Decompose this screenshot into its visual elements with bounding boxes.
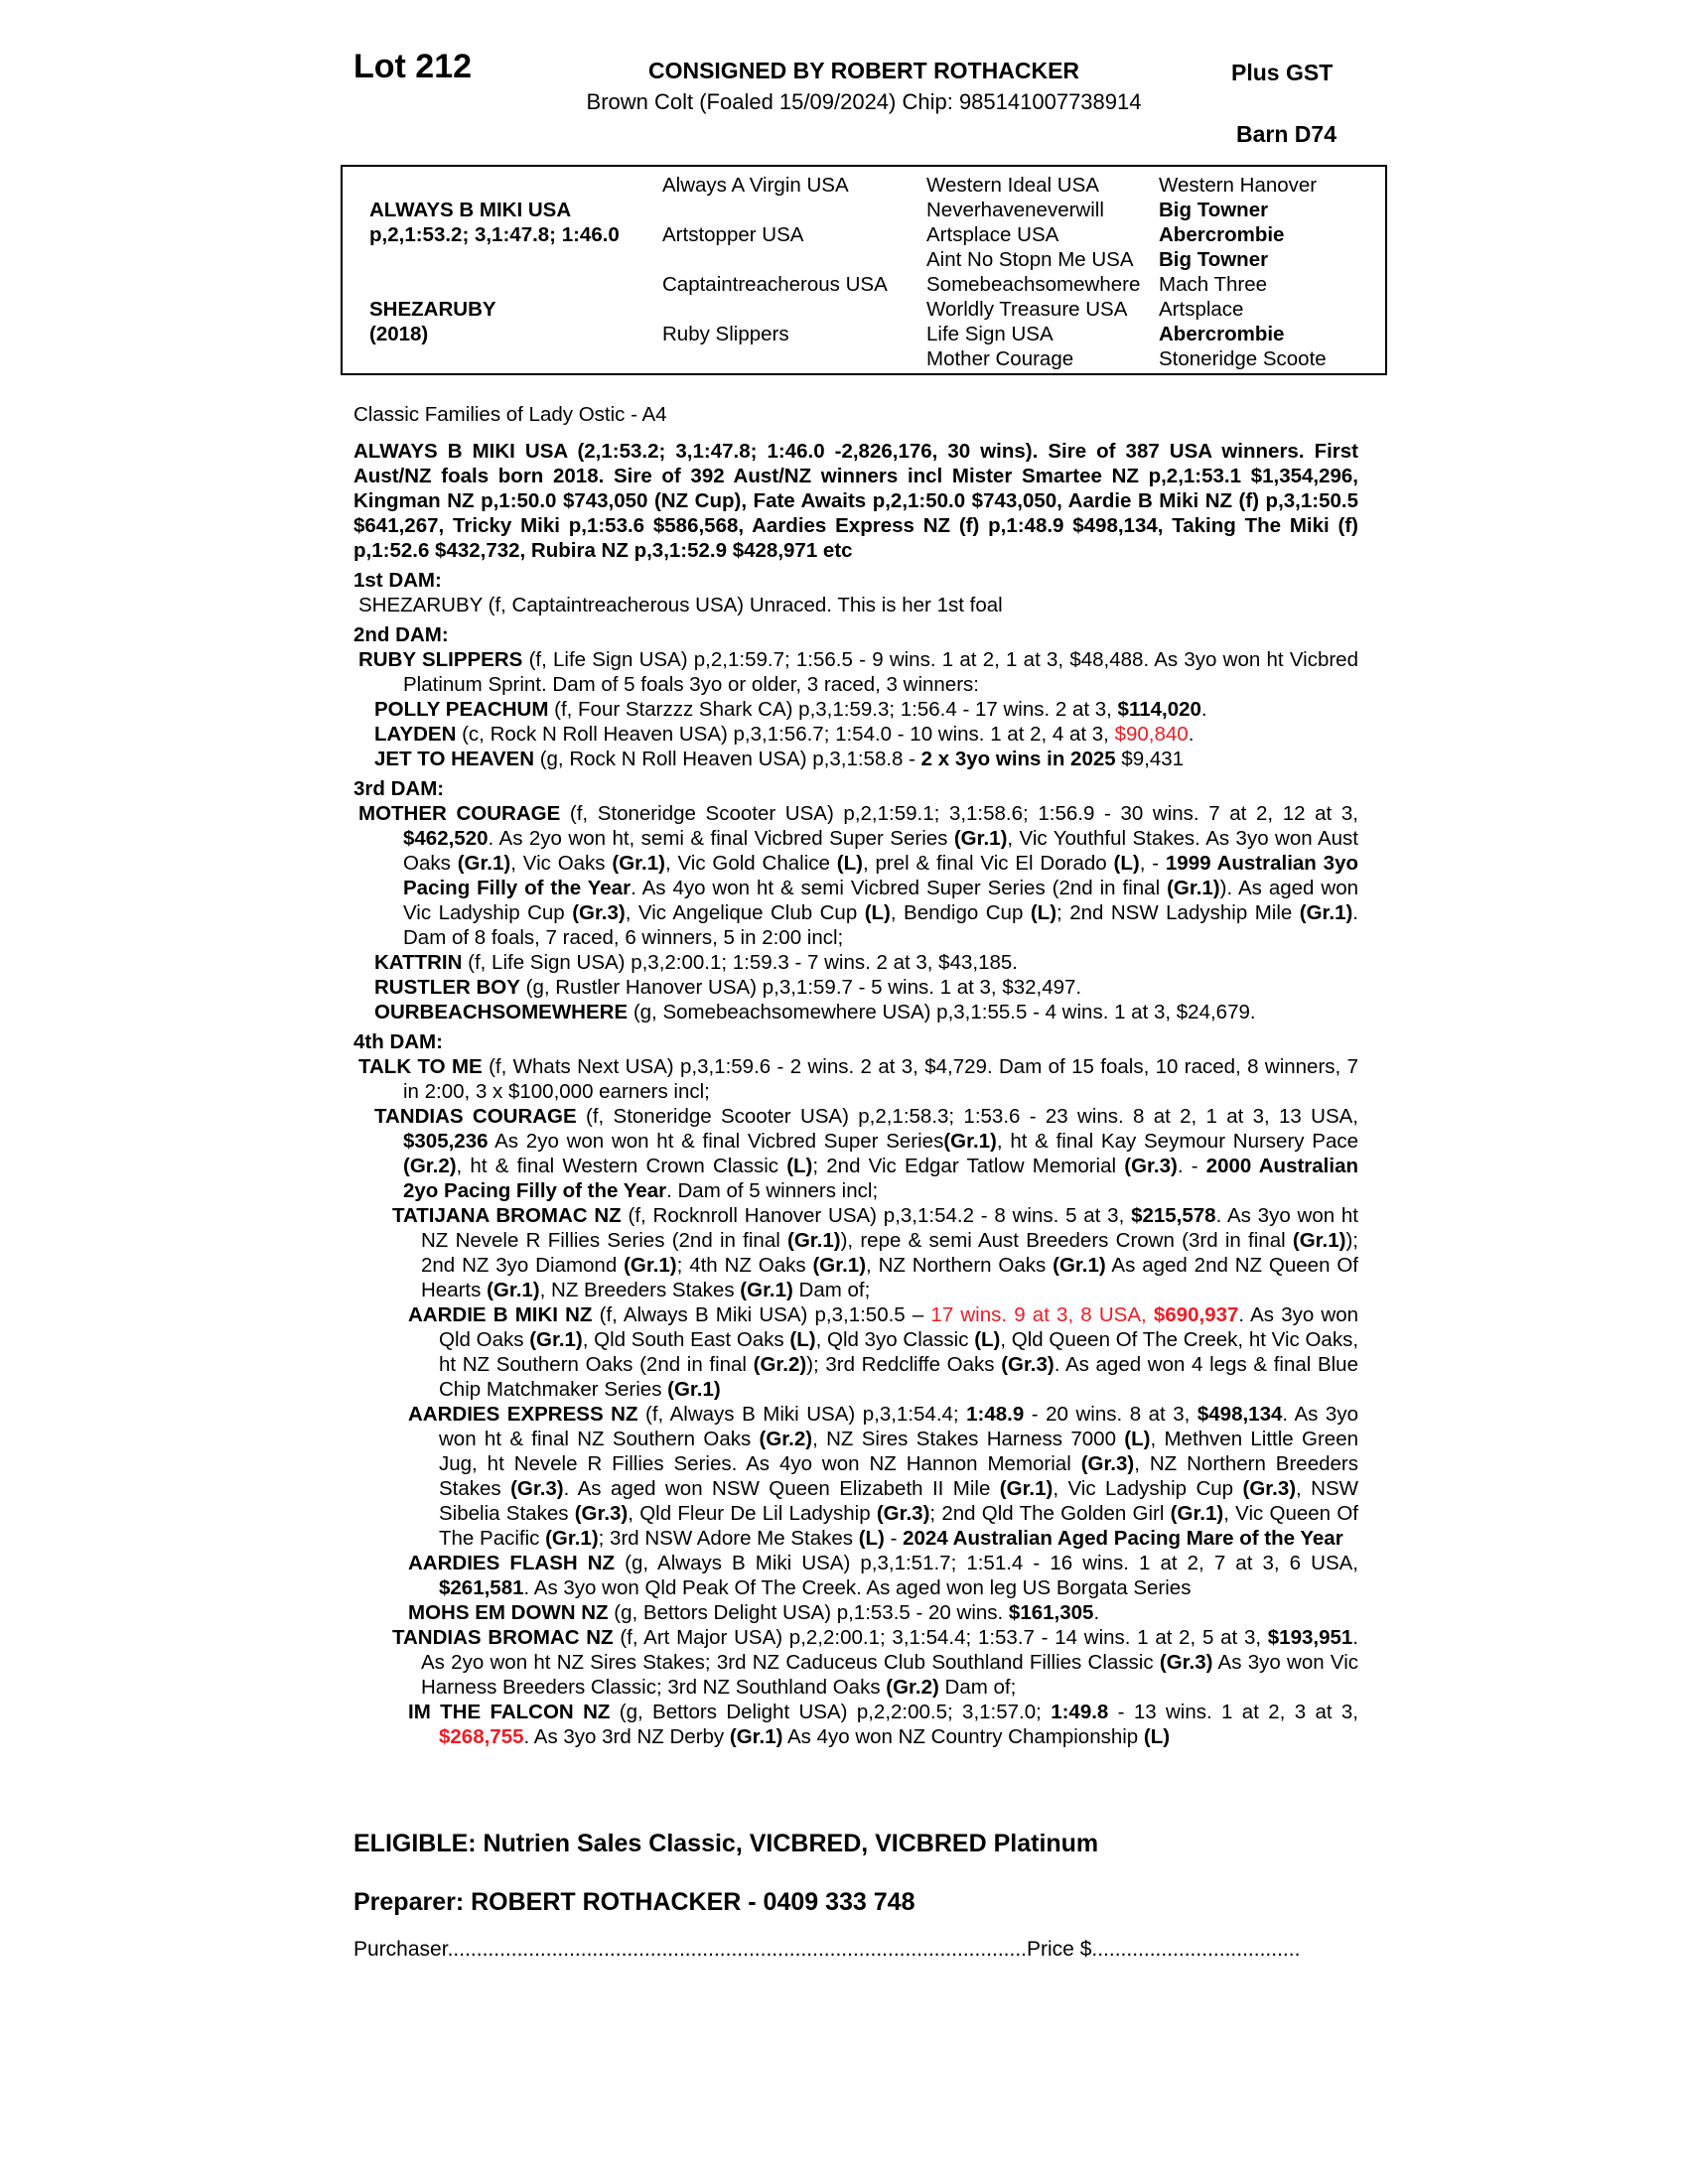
- aardies-express-paragraph: AARDIES EXPRESS NZ (f, Always B Miki USA…: [408, 1403, 1358, 1550]
- tandias-courage-paragraph: TANDIAS COURAGE (f, Stoneridge Scooter U…: [374, 1105, 1359, 1202]
- gen3-ancestor: Somebeachsomewhere: [926, 273, 1141, 296]
- sire-name: ALWAYS B MIKI USA: [369, 199, 572, 221]
- kattrin-paragraph: KATTRIN (f, Life Sign USA) p,3,2:00.1; 1…: [374, 951, 1018, 974]
- mohs-em-down-paragraph: MOHS EM DOWN NZ (g, Bettors Delight USA)…: [408, 1601, 1100, 1624]
- preparer-line: Preparer: ROBERT ROTHACKER - 0409 333 74…: [353, 1888, 915, 1916]
- dam-foaling-year: (2018): [369, 323, 429, 345]
- price-fill-field: ....................................: [1091, 1938, 1301, 1961]
- tatijana-bromac-paragraph: TATIJANA BROMAC NZ (f, Rocknroll Hanover…: [392, 1204, 1359, 1301]
- sire-summary-paragraph: ALWAYS B MIKI USA (2,1:53.2; 3,1:47.8; 1…: [353, 440, 1358, 562]
- dam-heading-3: 3rd DAM:: [353, 777, 445, 800]
- pedigree-text: ALWAYS B MIKI USA (2,1:53.2; 3,1:47.8; 1…: [353, 439, 1358, 1749]
- gen2-dam-sire: Captaintreacherous USA: [662, 273, 888, 296]
- shezaruby-paragraph: SHEZARUBY (f, Captaintreacherous USA) Un…: [358, 594, 1003, 616]
- gen3-ancestor: Neverhaveneverwill: [926, 199, 1104, 221]
- gen3-ancestor: Aint No Stopn Me USA: [926, 248, 1134, 271]
- gst-note: Plus GST: [1231, 60, 1334, 85]
- gen4-ancestor: Abercrombie: [1159, 223, 1285, 246]
- purchaser-label: Purchaser: [353, 1938, 448, 1961]
- ruby-slippers-paragraph: RUBY SLIPPERS (f, Life Sign USA) p,2,1:5…: [358, 648, 1358, 696]
- dam-heading-2: 2nd DAM:: [353, 623, 449, 646]
- gen3-ancestor: Life Sign USA: [926, 323, 1054, 345]
- sire-record: p,2,1:53.2; 3,1:47.8; 1:46.0: [369, 223, 620, 246]
- layden-paragraph: LAYDEN (c, Rock N Roll Heaven USA) p,3,1…: [374, 723, 1195, 746]
- consignor-title: CONSIGNED BY ROBERT ROTHACKER: [647, 58, 1080, 83]
- rustler-boy-paragraph: RUSTLER BOY (g, Rustler Hanover USA) p,3…: [374, 976, 1082, 999]
- gen4-ancestor: Big Towner: [1159, 248, 1269, 271]
- dam-name: SHEZARUBY: [369, 298, 496, 321]
- gen3-ancestor: Western Ideal USA: [926, 174, 1099, 197]
- gen3-ancestor: Worldly Treasure USA: [926, 298, 1128, 321]
- mother-courage-paragraph: MOTHER COURAGE (f, Stoneridge Scooter US…: [358, 802, 1359, 949]
- eligibility-note: ELIGIBLE: Nutrien Sales Classic, VICBRED…: [353, 1830, 1099, 1857]
- dam-heading-1: 1st DAM:: [353, 569, 442, 592]
- ourbeachsomewhere-paragraph: OURBEACHSOMEWHERE (g, Somebeachsomewhere…: [374, 1001, 1256, 1024]
- price-label: Price $: [1027, 1938, 1092, 1961]
- gen2-sire-sire: Always A Virgin USA: [662, 174, 849, 197]
- im-the-falcon-paragraph: IM THE FALCON NZ (g, Bettors Delight USA…: [408, 1701, 1358, 1748]
- gen2-sire-dam: Artstopper USA: [662, 223, 804, 246]
- polly-peachum-paragraph: POLLY PEACHUM (f, Four Starzzz Shark CA)…: [374, 698, 1207, 721]
- tandias-bromac-paragraph: TANDIAS BROMAC NZ (f, Art Major USA) p,2…: [392, 1626, 1359, 1699]
- aardie-b-miki-paragraph: AARDIE B MIKI NZ (f, Always B Miki USA) …: [408, 1303, 1359, 1401]
- pedigree-table: ALWAYS B MIKI USA p,2,1:53.2; 3,1:47.8; …: [341, 165, 1387, 375]
- purchaser-price-line: Purchaser...............................…: [353, 1938, 1300, 1962]
- gen3-ancestor: Mother Courage: [926, 347, 1074, 370]
- gen4-ancestor: Mach Three: [1159, 273, 1268, 296]
- talk-to-me-paragraph: TALK TO ME (f, Whats Next USA) p,3,1:59.…: [358, 1055, 1358, 1103]
- jet-to-heaven-paragraph: JET TO HEAVEN (g, Rock N Roll Heaven USA…: [374, 748, 1185, 770]
- gen4-ancestor: Western Hanover: [1159, 174, 1318, 197]
- family-classification: Classic Families of Lady Ostic - A4: [353, 403, 667, 426]
- gen4-ancestor: Artsplace: [1159, 298, 1244, 321]
- aardies-flash-paragraph: AARDIES FLASH NZ (g, Always B Miki USA) …: [408, 1552, 1358, 1599]
- lot-number: Lot 212: [353, 48, 473, 85]
- gen3-ancestor: Artsplace USA: [926, 223, 1059, 246]
- gen4-ancestor: Big Towner: [1159, 199, 1269, 221]
- gen4-ancestor: Stoneridge Scoote: [1159, 347, 1327, 370]
- dam-heading-4: 4th DAM:: [353, 1030, 443, 1053]
- gen4-ancestor: Abercrombie: [1159, 323, 1285, 345]
- purchaser-fill-field: ........................................…: [447, 1938, 1028, 1961]
- horse-description: Brown Colt (Foaled 15/09/2024) Chip: 985…: [586, 89, 1142, 114]
- barn-number: Barn D74: [1236, 121, 1336, 147]
- gen2-dam-dam: Ruby Slippers: [662, 323, 789, 345]
